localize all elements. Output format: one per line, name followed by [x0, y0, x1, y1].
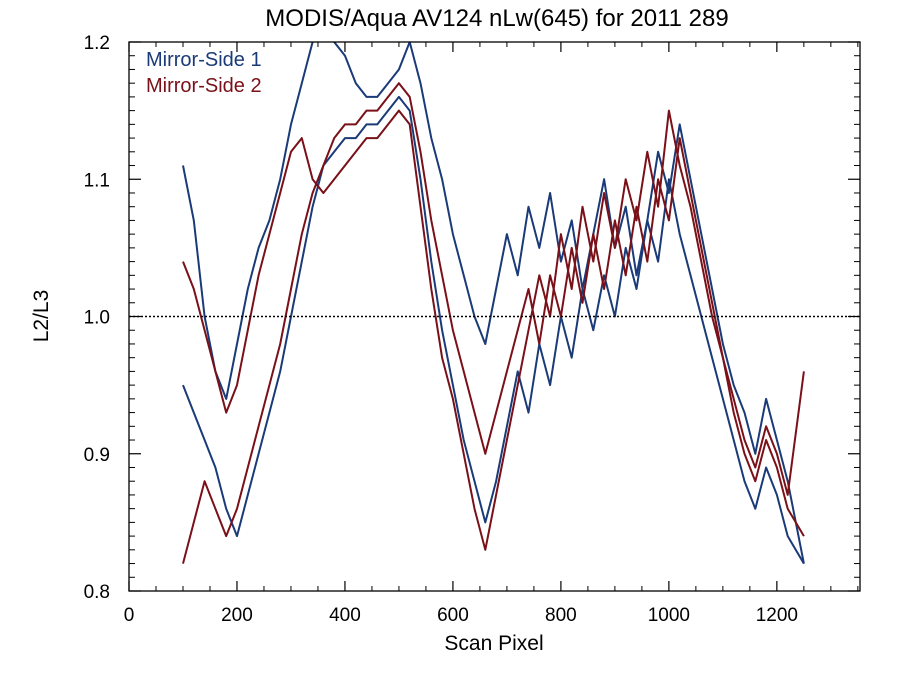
y-tick-label: 1.0: [84, 308, 110, 329]
x-tick-label: 200: [221, 605, 253, 626]
x-tick-label: 800: [545, 605, 577, 626]
x-tick-label: 1000: [648, 605, 690, 626]
chart-title: MODIS/Aqua AV124 nLw(645) for 2011 289: [265, 5, 728, 32]
y-tick-label: 0.9: [84, 445, 110, 466]
x-tick-label: 400: [329, 605, 361, 626]
legend-entry-1: Mirror-Side 1: [146, 49, 262, 71]
x-tick-label: 600: [437, 605, 469, 626]
y-tick-label: 1.1: [84, 170, 110, 191]
series-line-3: [182, 109, 805, 551]
x-tick-label: 1200: [756, 605, 798, 626]
legend: Mirror-Side 1 Mirror-Side 2: [146, 49, 262, 97]
x-axis-label: Scan Pixel: [444, 632, 543, 655]
series-line-2: [182, 95, 805, 565]
y-tick-label: 1.2: [84, 33, 110, 54]
y-axis-label: L2/L3: [30, 290, 53, 343]
y-tick-label: 0.8: [84, 582, 110, 603]
x-tick-label: 0: [124, 605, 135, 626]
axis-ticks: 0 200 400 600 800 1000 1200 0.8 0.9 1.0 1.1 1.2: [84, 33, 860, 626]
legend-entry-2: Mirror-Side 2: [146, 75, 262, 97]
